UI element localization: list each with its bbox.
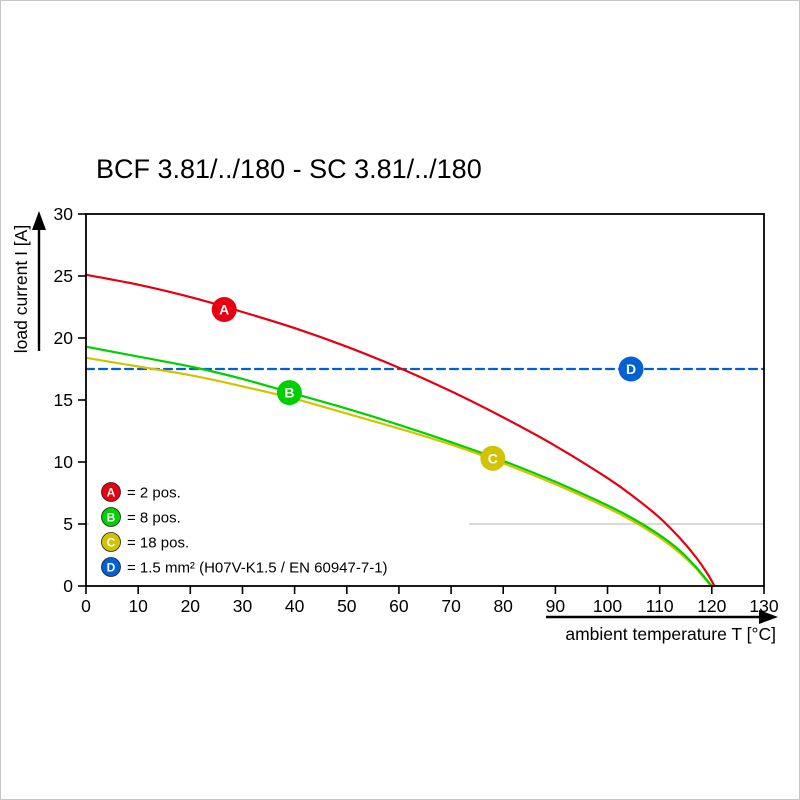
marker-C [480, 445, 506, 471]
curve-C [84, 356, 712, 588]
legend-label-C: = 18 pos. [127, 535, 189, 552]
marker-letter-B: B [284, 385, 294, 401]
x-tick-label: 20 [181, 596, 201, 616]
x-tick-label: 40 [285, 596, 305, 616]
marker-D [618, 356, 644, 382]
x-tick-label: 80 [493, 596, 513, 616]
x-tick-label: 120 [697, 596, 726, 616]
legend-label-D: = 1.5 mm² (H07V-K1.5 / EN 60947-7-1) [127, 560, 388, 577]
y-tick-label: 10 [54, 452, 74, 472]
x-axis-label: ambient temperature T [°C] [565, 624, 776, 644]
x-tick-label: 110 [646, 596, 674, 616]
x-tick-label: 50 [337, 596, 357, 616]
legend-marker-letter-B: B [107, 511, 116, 525]
y-axis-arrow-head [32, 211, 46, 230]
y-tick-label: 15 [54, 390, 73, 410]
legend-label-A: = 2 pos. [127, 485, 181, 502]
marker-letter-C: C [488, 450, 498, 466]
legend-label-B: = 8 pos. [127, 510, 181, 527]
x-tick-label: 130 [749, 596, 778, 616]
y-tick-label: 20 [54, 328, 74, 348]
legend-background [89, 478, 469, 581]
x-tick-label: 90 [546, 596, 566, 616]
legend-marker-D [101, 557, 121, 577]
x-tick-label: 0 [81, 596, 91, 616]
x-tick-label: 60 [389, 596, 409, 616]
marker-letter-D: D [626, 361, 636, 377]
legend-marker-letter-D: D [107, 561, 116, 575]
x-tick-label: 70 [441, 596, 461, 616]
x-axis-arrow-head [759, 610, 778, 624]
marker-A [211, 297, 237, 322]
y-tick-label: 30 [54, 204, 74, 224]
marker-letter-A: A [219, 302, 229, 318]
x-tick-label: 100 [593, 596, 622, 616]
legend-marker-C [101, 532, 121, 552]
marker-B [276, 380, 302, 406]
legend-marker-letter-A: A [107, 486, 116, 500]
y-tick-label: 25 [54, 266, 73, 286]
legend-marker-B [101, 507, 121, 527]
chart-title: BCF 3.81/../180 - SC 3.81/../180 [96, 154, 482, 184]
y-tick-label: 0 [63, 576, 73, 596]
legend-marker-A [101, 482, 121, 502]
x-tick-label: 30 [233, 596, 253, 616]
legend-marker-letter-C: C [107, 536, 116, 550]
x-tick-label: 10 [128, 596, 148, 616]
y-tick-label: 5 [63, 514, 73, 534]
